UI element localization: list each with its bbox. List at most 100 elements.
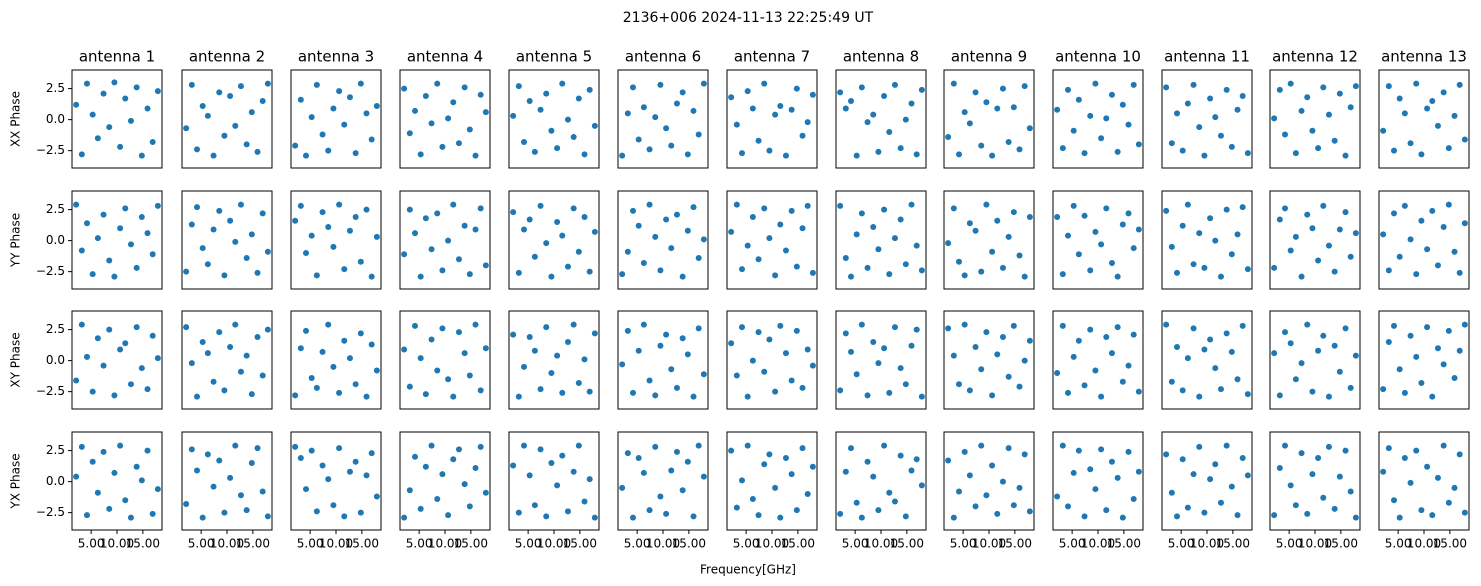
point [1098, 135, 1105, 142]
point [1434, 122, 1441, 129]
point [966, 220, 973, 227]
point [154, 355, 161, 362]
point [1271, 115, 1278, 122]
point [799, 132, 806, 139]
point [809, 362, 816, 369]
point [1456, 347, 1463, 354]
point [204, 350, 211, 357]
point [1385, 83, 1392, 90]
point [1244, 150, 1251, 157]
point [216, 207, 223, 214]
point [543, 513, 550, 520]
point [461, 222, 468, 229]
point [138, 214, 145, 221]
point [89, 271, 96, 278]
point [646, 377, 653, 384]
point [227, 217, 234, 224]
point [292, 392, 299, 399]
point [1234, 376, 1241, 383]
point [1244, 266, 1251, 273]
point [1059, 322, 1066, 329]
point [728, 228, 735, 235]
point [652, 443, 659, 450]
point [1207, 215, 1214, 222]
point [788, 377, 795, 384]
point [537, 202, 544, 209]
point [221, 387, 228, 394]
point [983, 492, 990, 499]
y-tick-label: 2.5 [46, 322, 65, 336]
point [346, 468, 353, 475]
panel-title: antenna 8 [843, 48, 919, 66]
point [1016, 146, 1023, 153]
point [336, 201, 343, 208]
point [1401, 202, 1408, 209]
point [913, 326, 920, 333]
point [640, 321, 647, 328]
point [1276, 464, 1283, 471]
point [1207, 336, 1214, 343]
point [106, 124, 113, 131]
x-tick-label: 15.00 [126, 537, 160, 551]
point [875, 246, 882, 253]
point [1244, 391, 1251, 398]
point [127, 241, 134, 248]
point [78, 151, 85, 158]
panel-frame [726, 310, 818, 410]
point [346, 94, 353, 101]
point [466, 372, 473, 379]
point [1352, 83, 1359, 90]
panel [290, 310, 382, 410]
point [700, 80, 707, 87]
point [848, 445, 854, 452]
point [1228, 251, 1235, 258]
point [640, 469, 647, 476]
point [254, 445, 261, 452]
x-tick-label: 10.00 [210, 537, 244, 551]
point [1309, 471, 1316, 478]
point [1168, 378, 1175, 385]
point [1010, 209, 1017, 216]
point [624, 327, 631, 334]
point [357, 509, 364, 516]
point [853, 231, 860, 238]
point [1168, 489, 1175, 496]
point [564, 508, 571, 515]
panel [71, 190, 163, 290]
x-tick-label: 5.00 [733, 537, 760, 551]
point [144, 386, 151, 393]
point [559, 80, 566, 87]
point [434, 367, 441, 374]
point [728, 94, 735, 101]
panel-title: antenna 7 [734, 48, 810, 66]
point [1130, 245, 1137, 252]
panel-title: antenna 3 [298, 48, 374, 66]
point [537, 106, 544, 113]
y-tick-label: 2.5 [46, 81, 65, 95]
point [526, 334, 533, 341]
point [357, 330, 364, 337]
point [477, 443, 484, 450]
point [559, 232, 566, 239]
point [870, 473, 877, 480]
y-axis-label: XY Phase [9, 332, 23, 387]
point [313, 508, 320, 515]
point [1461, 136, 1468, 143]
point [913, 242, 920, 249]
panel-frame [508, 310, 600, 410]
point [1396, 95, 1403, 102]
x-tick-label: 10.00 [1298, 537, 1332, 551]
point [1201, 264, 1208, 271]
point [543, 90, 550, 97]
panel-frame [508, 190, 600, 290]
point [1380, 468, 1387, 475]
point [127, 117, 134, 124]
point [510, 462, 517, 469]
point [100, 448, 107, 455]
point [1418, 379, 1425, 386]
point [1114, 474, 1121, 481]
point [1445, 499, 1452, 506]
point [363, 472, 370, 479]
point [401, 251, 408, 258]
point [809, 269, 816, 276]
